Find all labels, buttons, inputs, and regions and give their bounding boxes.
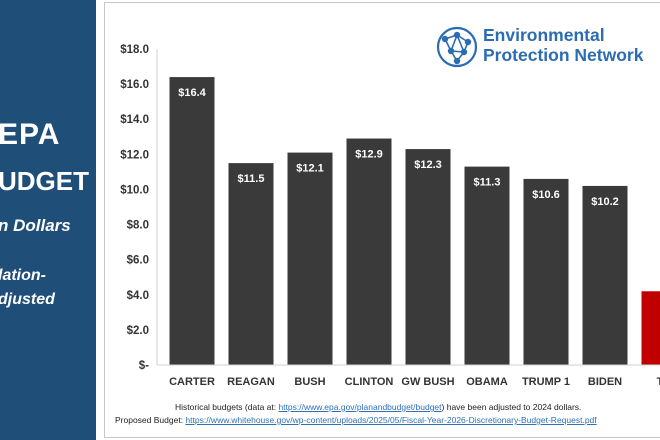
footnote-historical: Historical budgets (data at: https://www…: [175, 402, 581, 412]
x-tick-label: TRUMP 1: [522, 376, 570, 388]
panel-subtitle-line-b: djusted: [0, 291, 55, 308]
bar: [287, 152, 333, 365]
bar-data-label: $12.1: [296, 163, 324, 175]
globe-network-icon: [436, 26, 478, 68]
bar-data-label: $11.5: [238, 173, 265, 185]
bar: [405, 149, 451, 365]
panel-title-epa: EPA: [0, 118, 61, 151]
environmental-protection-network-logo: Environmental Protection Network: [435, 21, 660, 77]
bar-chart: $- $2.0 $4.0 $6.0 $8.0 $10.0 $12.0 $14.0 $16.0 $1…: [120, 44, 660, 388]
y-tick-label: $2.0: [127, 325, 149, 337]
bar: [641, 291, 660, 365]
y-tick-label: $-: [139, 360, 149, 372]
bar: [346, 138, 392, 365]
y-tick-label: $16.0: [120, 79, 149, 91]
x-tick-label: TR: [657, 376, 660, 388]
y-tick-label: $4.0: [127, 290, 149, 302]
x-tick-label: CARTER: [169, 376, 215, 388]
y-tick-label: $6.0: [127, 255, 149, 267]
panel-title-budget: UDGET: [0, 166, 89, 196]
bar-data-label: $10.2: [591, 196, 619, 208]
x-tick-label: BUSH: [294, 376, 325, 388]
y-tick-label: $8.0: [127, 220, 149, 232]
y-tick-label: $12.0: [120, 149, 149, 161]
logo-line-1: Environmental: [483, 25, 605, 45]
bar-data-label: $11.3: [474, 177, 501, 189]
footnote-proposed-prefix: Proposed Budget:: [115, 415, 186, 425]
bar-data-label: $12.3: [414, 159, 442, 171]
logo-line-2: Protection Network: [483, 45, 644, 65]
x-tick-label: OBAMA: [466, 376, 508, 388]
bar-data-label: $10.6: [532, 189, 560, 201]
panel-divider: [96, 0, 104, 440]
x-tick-label: GW BUSH: [401, 376, 454, 388]
panel-subtitle-line-a: lation-: [0, 267, 46, 284]
bar: [464, 166, 510, 365]
x-tick-label: REAGAN: [227, 376, 275, 388]
footnote-historical-suffix: ) have been adjusted to 2024 dollars.: [441, 402, 582, 412]
left-title-panel: EPA UDGET n Dollars lation- djusted: [0, 0, 96, 440]
bar-data-label: $12.9: [355, 149, 383, 161]
y-tick-label: $14.0: [120, 114, 149, 126]
footnote-proposed-link[interactable]: https://www.whitehouse.gov/wp-content/up…: [185, 415, 597, 425]
footnote-proposed: Proposed Budget: https://www.whitehouse.…: [115, 415, 597, 425]
bar-data-label: $16.4: [178, 87, 206, 99]
y-tick-label: $10.0: [120, 184, 149, 196]
x-tick-label: CLINTON: [345, 376, 394, 388]
chart-frame: $- $2.0 $4.0 $6.0 $8.0 $10.0 $12.0 $14.0 $16.0 $1…: [104, 2, 660, 438]
panel-subtitle-adjusted: lation- djusted: [0, 264, 55, 312]
x-tick-label: BIDEN: [588, 376, 622, 388]
panel-subtitle-dollars: n Dollars: [0, 216, 71, 235]
bar: [523, 178, 569, 365]
bar: [228, 163, 274, 365]
bar: [582, 185, 628, 365]
y-tick-label: $18.0: [120, 44, 149, 56]
footnote-historical-prefix: Historical budgets (data at:: [175, 402, 279, 412]
bar: [169, 77, 215, 365]
footnote-historical-link[interactable]: https://www.epa.gov/planandbudget/budget: [278, 402, 442, 412]
